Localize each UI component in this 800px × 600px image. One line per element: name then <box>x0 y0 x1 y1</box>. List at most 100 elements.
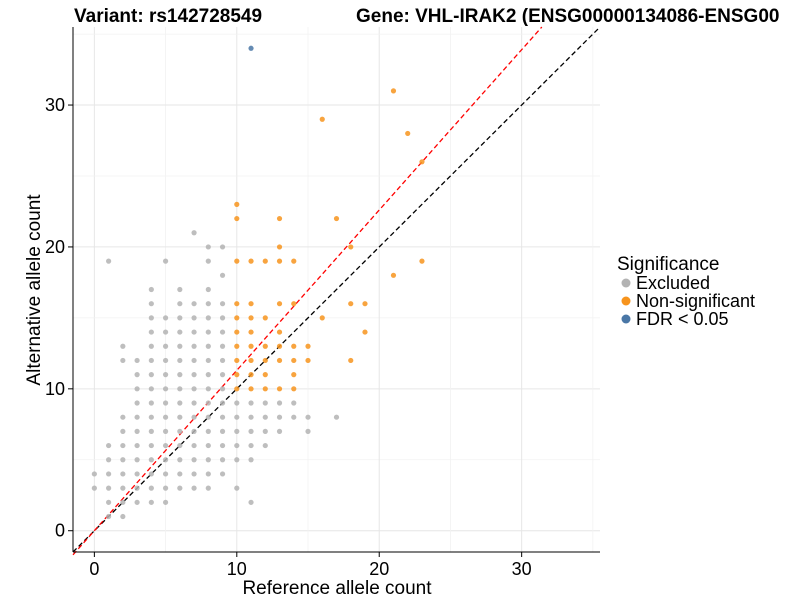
point-non-significant <box>262 357 268 364</box>
point-excluded <box>305 414 311 420</box>
x-tick-label: 10 <box>227 559 247 579</box>
point-excluded <box>106 485 112 491</box>
point-excluded <box>148 386 154 392</box>
point-excluded <box>333 414 340 420</box>
point-non-significant <box>362 301 368 307</box>
point-excluded <box>205 457 211 463</box>
chart-title-variant: Variant: rs142728549 <box>74 6 262 27</box>
point-non-significant <box>248 386 254 392</box>
legend: Significance Excluded Non-significant FD… <box>617 254 755 329</box>
point-excluded <box>148 343 154 349</box>
point-non-significant <box>234 386 240 392</box>
point-excluded <box>120 442 126 449</box>
point-excluded <box>262 400 268 406</box>
point-excluded <box>106 471 112 477</box>
point-excluded <box>276 428 283 434</box>
point-excluded <box>162 485 169 491</box>
point-excluded <box>134 485 140 491</box>
point-excluded <box>162 457 169 463</box>
y-tick-label: 0 <box>55 521 65 541</box>
point-excluded <box>120 343 126 349</box>
point-non-significant <box>234 329 240 335</box>
legend-label-excluded: Excluded <box>636 273 710 293</box>
x-axis-ticks: 0 10 20 30 <box>89 552 532 579</box>
point-non-significant <box>291 372 297 378</box>
point-excluded <box>291 414 297 420</box>
y-tick-label: 20 <box>45 237 65 257</box>
point-non-significant <box>419 159 425 165</box>
point-excluded <box>148 315 154 321</box>
reference-line-fitted <box>72 26 543 556</box>
point-excluded <box>248 428 254 434</box>
point-excluded <box>191 457 197 463</box>
x-tick-label: 20 <box>369 559 389 579</box>
legend-key-fdr <box>621 314 631 324</box>
point-excluded <box>219 442 226 449</box>
point-non-significant <box>262 258 268 264</box>
point-excluded <box>191 471 197 477</box>
point-excluded <box>106 499 112 505</box>
point-excluded <box>234 428 240 434</box>
data-points <box>91 45 425 520</box>
point-fdr-0-05 <box>248 45 254 51</box>
point-non-significant <box>276 329 283 335</box>
point-excluded <box>248 414 254 420</box>
point-excluded <box>177 329 183 335</box>
point-non-significant <box>405 130 411 137</box>
point-excluded <box>120 471 126 477</box>
reference-line-identity <box>72 26 601 553</box>
point-excluded <box>106 442 112 449</box>
legend-title: Significance <box>617 254 719 275</box>
point-excluded <box>219 457 226 463</box>
point-excluded <box>91 471 97 477</box>
point-excluded <box>191 428 197 434</box>
point-non-significant <box>262 386 268 392</box>
point-excluded <box>262 428 268 434</box>
point-excluded <box>162 329 169 335</box>
point-excluded <box>248 400 254 406</box>
point-excluded <box>205 428 211 434</box>
point-excluded <box>162 343 169 349</box>
point-excluded <box>191 485 197 491</box>
point-non-significant <box>276 244 283 250</box>
point-excluded <box>177 301 183 307</box>
point-excluded <box>219 428 226 434</box>
point-excluded <box>120 428 126 434</box>
point-excluded <box>191 329 197 335</box>
point-excluded <box>162 315 169 321</box>
point-excluded <box>205 372 211 378</box>
y-axis-label: Alternative allele count <box>24 194 45 386</box>
point-excluded <box>162 386 169 392</box>
point-excluded <box>191 372 197 378</box>
point-non-significant <box>390 88 397 94</box>
point-excluded <box>219 343 226 349</box>
point-excluded <box>191 343 197 349</box>
point-excluded <box>219 301 226 307</box>
point-excluded <box>205 414 211 420</box>
point-excluded <box>91 485 97 491</box>
point-non-significant <box>291 343 297 349</box>
point-excluded <box>134 428 140 434</box>
point-excluded <box>177 414 183 420</box>
point-excluded <box>205 485 211 491</box>
point-excluded <box>162 414 169 420</box>
point-excluded <box>134 442 140 449</box>
point-excluded <box>305 428 311 434</box>
point-excluded <box>162 442 169 449</box>
point-excluded <box>177 457 183 463</box>
point-excluded <box>205 329 211 335</box>
point-excluded <box>248 499 254 505</box>
point-excluded <box>191 315 197 321</box>
point-excluded <box>134 357 140 364</box>
point-excluded <box>219 244 226 250</box>
point-excluded <box>219 372 226 378</box>
point-non-significant <box>248 372 254 378</box>
point-excluded <box>177 315 183 321</box>
point-excluded <box>205 442 211 449</box>
point-excluded <box>219 471 226 477</box>
point-excluded <box>177 471 183 477</box>
point-non-significant <box>248 343 254 349</box>
point-non-significant <box>348 244 354 250</box>
point-excluded <box>148 329 154 335</box>
point-non-significant <box>234 315 240 321</box>
